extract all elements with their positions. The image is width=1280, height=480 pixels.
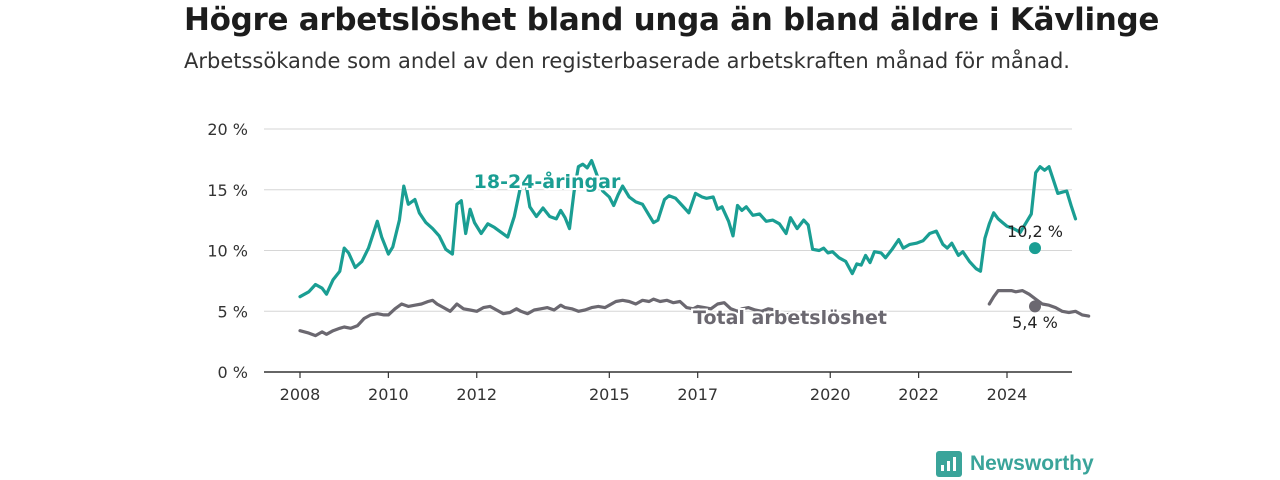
y-axis: 0 % 5 % 10 % 15 % 20 % <box>207 120 248 382</box>
y-tick-label: 0 % <box>218 363 248 382</box>
series-end-point-youth <box>1029 242 1041 255</box>
page-subtitle: Arbetssökande som andel av den registerb… <box>184 49 1070 73</box>
y-tick-label: 5 % <box>218 302 248 321</box>
x-tick-label: 2008 <box>280 385 321 404</box>
x-tick-label: 2012 <box>456 385 497 404</box>
series-label-total: Total arbetslöshet <box>693 307 887 329</box>
end-label-youth: 10,2 % <box>1007 222 1063 241</box>
x-tick-label: 2010 <box>368 385 409 404</box>
x-tick-label: 2022 <box>898 385 939 404</box>
x-tick-label: 2024 <box>987 385 1028 404</box>
bar-chart-icon <box>936 451 962 477</box>
x-axis: 2008 2010 2012 2015 2017 2020 2022 2024 <box>280 372 1028 404</box>
series-label-youth: 18-24-åringar <box>474 169 621 193</box>
logo-text: Newsworthy <box>970 452 1094 475</box>
series-line-1 <box>298 297 815 338</box>
newsworthy-logo: Newsworthy <box>936 448 1094 480</box>
y-tick-label: 20 % <box>207 120 248 139</box>
series-labels: 18-24-åringar Total arbetslöshet 10,2 % 5,4… <box>472 167 1063 332</box>
x-tick-label: 2017 <box>677 385 718 404</box>
y-tick-label: 10 % <box>207 242 248 261</box>
x-tick-label: 2020 <box>810 385 851 404</box>
series-end-point-total <box>1029 300 1041 313</box>
series-line-0 <box>298 159 1078 299</box>
grid <box>264 128 1072 373</box>
page-title: Högre arbetslöshet bland unga än bland ä… <box>184 2 1160 38</box>
series-lines <box>298 159 1091 338</box>
x-tick-label: 2015 <box>589 385 630 404</box>
end-label-total: 5,4 % <box>1012 313 1058 332</box>
y-tick-label: 15 % <box>207 181 248 200</box>
series-line-2 <box>987 289 1091 318</box>
